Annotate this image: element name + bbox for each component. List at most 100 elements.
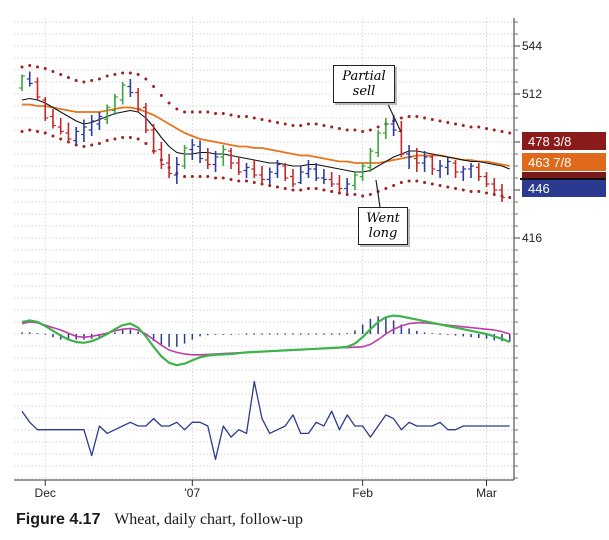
upper-channel-dot (461, 124, 465, 127)
upper-channel-dot (469, 125, 473, 129)
price-bars (19, 71, 505, 202)
lower-channel-dot (454, 187, 458, 190)
upper-channel-dot (485, 127, 489, 130)
price-axis-ticks: 416448480512544 (514, 21, 542, 479)
price-channel (20, 64, 512, 199)
lower-channel-dot (430, 182, 434, 186)
upper-channel-dot (237, 115, 241, 118)
upper-channel-dot (376, 125, 380, 129)
figure-caption: Figure 4.17 Wheat, daily chart, follow-u… (16, 511, 303, 529)
upper-channel-dot (407, 115, 411, 118)
upper-channel-dot (113, 73, 117, 76)
upper-channel-dot (28, 64, 32, 67)
macd-histogram-bar (439, 333, 441, 335)
lower-channel-dot (508, 196, 512, 199)
macd-histogram-bar (338, 333, 341, 335)
price-tag-box (522, 153, 606, 171)
macd-histogram-bar (292, 333, 294, 335)
slow-ema-line (22, 103, 510, 167)
upper-channel-dot (221, 112, 225, 115)
lower-channel-dot (461, 188, 465, 192)
price-tick-label: 512 (522, 87, 542, 101)
upper-channel-dot (144, 77, 148, 81)
went-long-callout: Went long (358, 207, 408, 245)
upper-channel-dot (128, 71, 132, 75)
lower-channel-dot (214, 176, 218, 180)
lower-channel-dot (423, 181, 427, 184)
lower-channel-dot (237, 179, 241, 183)
date-axis-ticks: Dec '07 Feb Mar (35, 480, 497, 500)
lower-channel-dot (183, 175, 187, 178)
upper-channel-dot (299, 124, 303, 127)
lower-channel-dot (252, 181, 256, 184)
lower-channel-dot (485, 191, 489, 195)
lower-channel-dot (268, 184, 272, 187)
lower-channel-dot (407, 179, 411, 183)
upper-channel-dot (59, 73, 63, 76)
upper-channel-dot (90, 79, 94, 82)
lower-channel-dot (299, 188, 303, 192)
upper-channel-dot (291, 124, 295, 127)
lower-channel-dot (198, 175, 202, 178)
lower-channel-dot (438, 184, 442, 187)
upper-channel-dot (446, 121, 450, 124)
figure-caption-text: Wheat, daily chart, follow-up (114, 511, 304, 528)
went-long-pointer (375, 179, 381, 208)
lower-channel-dot (229, 178, 233, 181)
lower-channel-dot (469, 190, 473, 193)
upper-channel-dot (183, 110, 187, 114)
upper-channel-dot (167, 101, 171, 105)
vertical-grid-lines (44, 18, 487, 480)
macd-histogram-bar (268, 333, 271, 335)
lower-channel-dot (492, 193, 496, 196)
macd-line (21, 314, 511, 367)
upper-channel-dot (190, 110, 194, 114)
lower-channel-dot (20, 130, 24, 133)
upper-channel-dot (136, 73, 140, 76)
lower-channel-dot (136, 137, 140, 141)
upper-channel-dot (252, 116, 256, 120)
upper-channel-dot (97, 77, 101, 81)
upper-channel-dot (322, 124, 326, 127)
lower-channel-dot (361, 194, 365, 198)
upper-channel-dot (306, 122, 310, 126)
macd-histogram-bar (323, 333, 325, 335)
partial-sell-text: Partial sell (342, 69, 386, 99)
lower-channel-dot (384, 187, 388, 190)
macd-histogram-bar (330, 333, 333, 335)
lower-channel-dot (97, 142, 101, 145)
upper-channel-dot (66, 76, 70, 79)
macd-histogram-bar (284, 333, 287, 335)
partial-sell-pointer (385, 99, 402, 133)
price-tag-label: 478 3/8 (528, 134, 571, 149)
lower-channel-dot (43, 131, 47, 135)
upper-channel-dot (353, 128, 357, 132)
upper-channel-dot (51, 70, 55, 73)
date-tick-label: Dec (35, 486, 56, 500)
date-tick-label: '07 (185, 486, 201, 500)
hidden-price-tag-box (522, 172, 606, 179)
price-tag-label: 446 (528, 181, 550, 196)
macd-histogram-bar (253, 333, 256, 335)
macd-histogram-bar (299, 333, 302, 335)
oscillator-line (21, 380, 510, 460)
upper-channel-dot (454, 122, 458, 126)
macd-histogram-bar (307, 333, 310, 335)
upper-channel-dot (175, 107, 179, 111)
upper-channel-dot (314, 122, 318, 126)
upper-channel-dot (361, 130, 365, 133)
upper-channel-dot (74, 79, 78, 82)
upper-channel-dot (268, 119, 272, 123)
price-tick-label: 544 (522, 39, 542, 53)
upper-channel-dot (283, 122, 287, 126)
lower-channel-dot (221, 176, 225, 180)
partial-sell-callout: Partial sell (333, 65, 395, 103)
upper-channel-dot (159, 94, 163, 97)
lower-channel-dot (59, 137, 63, 141)
lower-channel-dot (330, 190, 334, 193)
upper-channel-dot (415, 115, 419, 118)
lower-channel-dot (477, 190, 481, 193)
upper-channel-dot (275, 121, 279, 124)
